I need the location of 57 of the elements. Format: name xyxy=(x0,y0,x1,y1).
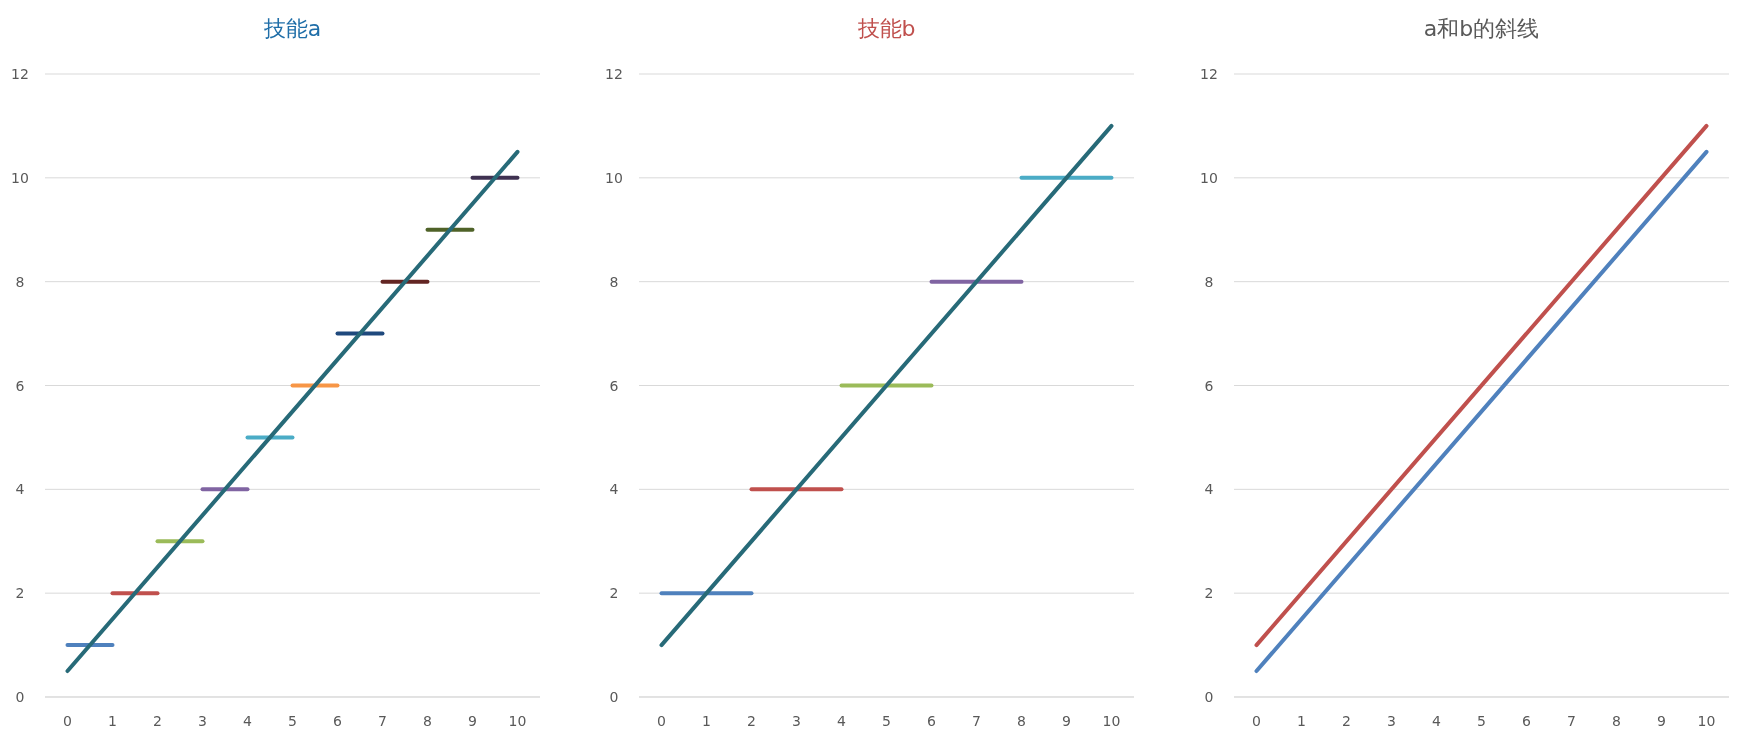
x-tick-label: 9 xyxy=(1657,713,1666,729)
y-tick-label: 0 xyxy=(609,689,619,705)
y-tick-label: 10 xyxy=(11,169,29,186)
chart-title: 技能a xyxy=(262,16,322,41)
x-tick-label: 10 xyxy=(1697,713,1716,729)
y-tick-label: 0 xyxy=(15,689,25,705)
y-tick-label: 10 xyxy=(605,169,623,186)
x-tick-label: 3 xyxy=(792,713,801,729)
x-tick-label: 0 xyxy=(63,713,72,729)
y-tick-label: 2 xyxy=(1204,585,1214,602)
x-tick-label: 3 xyxy=(198,713,207,729)
x-tick-label: 5 xyxy=(1477,713,1486,729)
x-tick-label: 4 xyxy=(837,713,847,729)
y-tick-label: 12 xyxy=(605,66,623,82)
x-tick-label: 3 xyxy=(1387,713,1396,729)
y-tick-label: 2 xyxy=(15,585,25,602)
x-tick-label: 4 xyxy=(243,713,253,729)
x-tick-label: 10 xyxy=(1102,713,1121,729)
x-tick-label: 7 xyxy=(972,713,981,729)
x-tick-label: 6 xyxy=(1522,713,1532,729)
x-tick-label: 1 xyxy=(108,713,117,729)
y-tick-label: 12 xyxy=(11,66,29,82)
y-tick-label: 8 xyxy=(609,273,619,290)
x-tick-label: 1 xyxy=(1297,713,1306,729)
x-tick-label: 6 xyxy=(333,713,343,729)
y-tick-label: 4 xyxy=(1204,481,1214,498)
x-tick-label: 5 xyxy=(882,713,891,729)
y-tick-label: 8 xyxy=(1204,273,1214,290)
y-tick-label: 6 xyxy=(1204,377,1214,394)
x-tick-label: 7 xyxy=(1567,713,1576,729)
chart-title: 技能b xyxy=(856,16,916,41)
x-tick-label: 6 xyxy=(927,713,937,729)
x-tick-label: 8 xyxy=(1017,713,1026,729)
y-tick-label: 6 xyxy=(15,377,25,394)
x-tick-label: 9 xyxy=(1062,713,1071,729)
chart-title: a和b的斜线 xyxy=(1423,16,1540,41)
x-tick-label: 7 xyxy=(378,713,387,729)
x-tick-label: 2 xyxy=(1342,713,1351,729)
y-tick-label: 0 xyxy=(1204,689,1214,705)
x-tick-label: 0 xyxy=(657,713,666,729)
x-tick-label: 4 xyxy=(1432,713,1442,729)
x-tick-label: 8 xyxy=(423,713,432,729)
y-tick-label: 8 xyxy=(15,273,25,290)
y-tick-label: 4 xyxy=(609,481,619,498)
y-tick-label: 6 xyxy=(609,377,619,394)
x-tick-label: 1 xyxy=(702,713,711,729)
x-tick-label: 2 xyxy=(153,713,162,729)
x-tick-label: 2 xyxy=(747,713,756,729)
x-tick-label: 10 xyxy=(508,713,527,729)
x-tick-label: 5 xyxy=(288,713,297,729)
x-tick-label: 8 xyxy=(1612,713,1621,729)
x-tick-label: 9 xyxy=(468,713,477,729)
y-tick-label: 4 xyxy=(15,481,25,498)
y-tick-label: 10 xyxy=(1200,169,1218,186)
x-tick-label: 0 xyxy=(1252,713,1261,729)
y-tick-label: 12 xyxy=(1200,66,1218,82)
y-tick-label: 2 xyxy=(609,585,619,602)
